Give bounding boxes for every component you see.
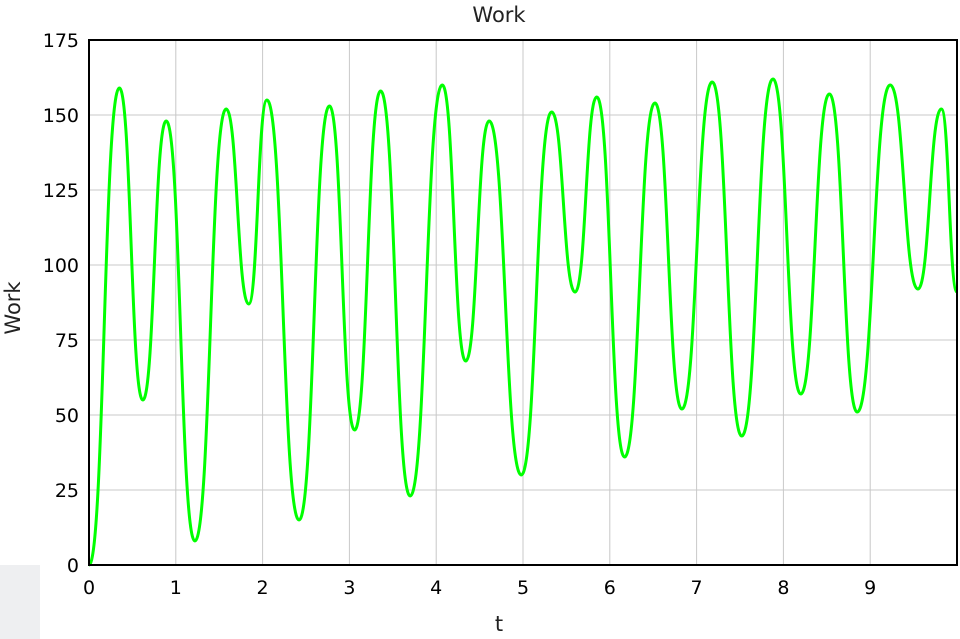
x-tick-label-1: 1 bbox=[170, 577, 182, 599]
x-tick-label-6: 6 bbox=[604, 577, 616, 599]
series-line-0 bbox=[87, 77, 959, 567]
x-tick-label-4: 4 bbox=[430, 577, 442, 599]
x-axis-title: t bbox=[495, 612, 503, 636]
y-tick-label-2: 50 bbox=[55, 405, 79, 427]
y-tick-label-1: 25 bbox=[55, 480, 79, 502]
grid-lines bbox=[89, 40, 957, 565]
y-axis-title: Work bbox=[1, 281, 25, 335]
x-tick-label-9: 9 bbox=[864, 577, 876, 599]
y-tick-label-0: 0 bbox=[67, 555, 79, 577]
plot-frame bbox=[88, 39, 958, 566]
x-tick-labels: 0 1 2 3 4 5 6 7 8 9 bbox=[83, 577, 876, 599]
x-tick-label-3: 3 bbox=[343, 577, 355, 599]
y-tick-label-7: 175 bbox=[43, 30, 79, 52]
x-tick-label-5: 5 bbox=[517, 577, 529, 599]
x-tick-label-0: 0 bbox=[83, 577, 95, 599]
x-tick-label-8: 8 bbox=[777, 577, 789, 599]
y-tick-label-3: 75 bbox=[55, 330, 79, 352]
series-layer bbox=[87, 77, 959, 567]
left-margin-strip bbox=[0, 565, 40, 639]
x-tick-label-2: 2 bbox=[257, 577, 269, 599]
chart-title: Work bbox=[472, 3, 526, 27]
x-tick-label-7: 7 bbox=[691, 577, 703, 599]
y-tick-label-5: 125 bbox=[43, 180, 79, 202]
y-tick-label-4: 100 bbox=[43, 255, 79, 277]
y-tick-labels: 0 25 50 75 100 125 150 175 bbox=[43, 30, 79, 577]
y-tick-label-6: 150 bbox=[43, 105, 79, 127]
